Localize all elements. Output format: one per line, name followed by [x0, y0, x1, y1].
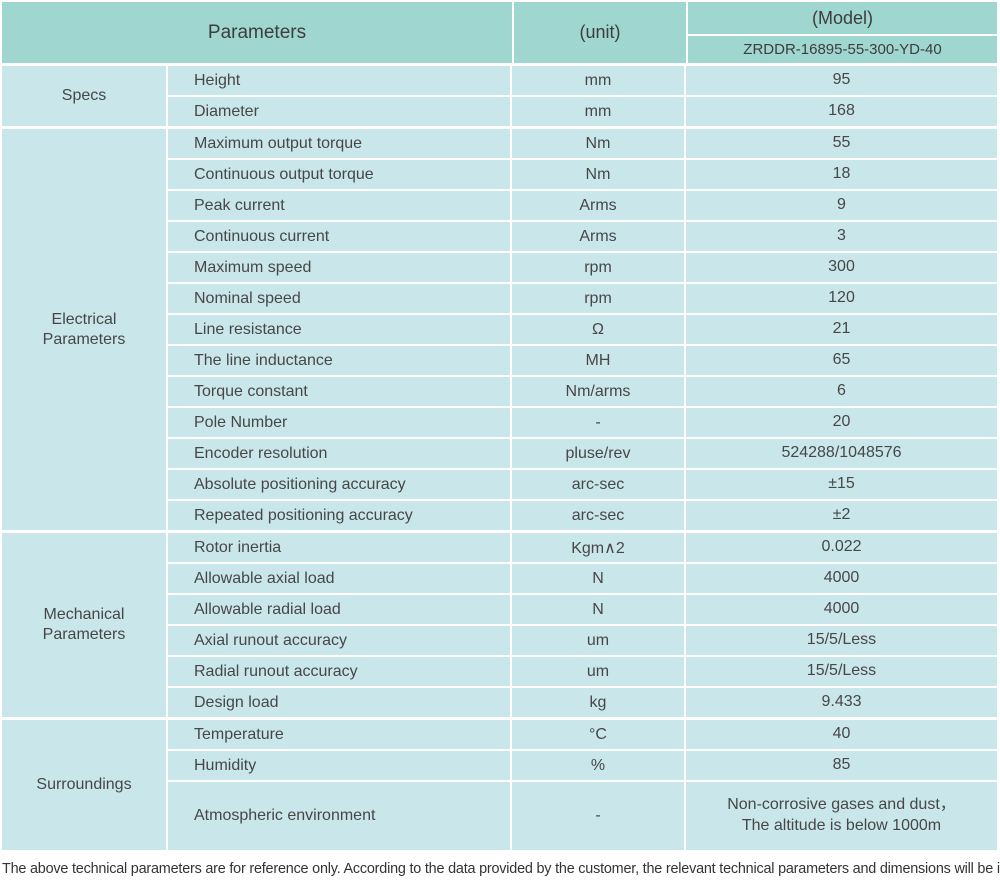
unit-cell: um [512, 626, 684, 655]
unit-cell: arc-sec [512, 501, 684, 530]
param-cell: Humidity [168, 751, 510, 780]
param-cell: Maximum speed [168, 253, 510, 282]
unit-cell: N [512, 564, 684, 593]
unit-cell: Nm [512, 160, 684, 189]
unit-cell: % [512, 751, 684, 780]
value-cell: 18 [686, 160, 997, 189]
unit-cell: N [512, 595, 684, 624]
section-label: Mechanical Parameters [2, 533, 166, 717]
value-cell: 9 [686, 191, 997, 220]
unit-cell: Arms [512, 222, 684, 251]
value-cell: 0.022 [686, 533, 997, 562]
param-cell: Peak current [168, 191, 510, 220]
value-cell: Non-corrosive gases and dust， The altitu… [686, 782, 997, 850]
param-cell: Torque constant [168, 377, 510, 406]
value-cell: 65 [686, 346, 997, 375]
section-label: Electrical Parameters [2, 129, 166, 530]
value-cell: 6 [686, 377, 997, 406]
section-electrical: Electrical Parameters Maximum output torq… [2, 129, 997, 530]
param-cell: Absolute positioning accuracy [168, 470, 510, 499]
unit-cell: rpm [512, 253, 684, 282]
param-cell: Maximum output torque [168, 129, 510, 158]
param-cell: Design load [168, 688, 510, 717]
section-specs: Specs Height mm 95 Diameter mm 168 [2, 66, 997, 126]
param-cell: Repeated positioning accuracy [168, 501, 510, 530]
param-cell: Pole Number [168, 408, 510, 437]
unit-cell: rpm [512, 284, 684, 313]
unit-cell: mm [512, 66, 684, 95]
value-cell: 120 [686, 284, 997, 313]
value-cell: 55 [686, 129, 997, 158]
unit-cell: Ω [512, 315, 684, 344]
param-cell: Line resistance [168, 315, 510, 344]
value-cell: 300 [686, 253, 997, 282]
param-cell: Encoder resolution [168, 439, 510, 468]
value-cell: 9.433 [686, 688, 997, 717]
header-model-label: (Model) [688, 2, 997, 34]
table-body: Specs Height mm 95 Diameter mm 168 Electrical P… [2, 66, 997, 850]
value-cell: 524288/1048576 [686, 439, 997, 468]
footer-note: The above technical parameters are for r… [2, 861, 1000, 877]
unit-cell: - [512, 782, 684, 850]
unit-cell: mm [512, 97, 684, 126]
value-cell: 15/5/Less [686, 626, 997, 655]
param-cell: Height [168, 66, 510, 95]
unit-cell: Kgm∧2 [512, 533, 684, 562]
param-cell: Temperature [168, 720, 510, 749]
unit-cell: pluse/rev [512, 439, 684, 468]
param-cell: Continuous current [168, 222, 510, 251]
param-cell: Allowable axial load [168, 564, 510, 593]
unit-cell: um [512, 657, 684, 686]
param-cell: Nominal speed [168, 284, 510, 313]
unit-cell: kg [512, 688, 684, 717]
value-cell: 40 [686, 720, 997, 749]
param-cell: Axial runout accuracy [168, 626, 510, 655]
value-cell: ±2 [686, 501, 997, 530]
param-cell: Allowable radial load [168, 595, 510, 624]
value-cell: 168 [686, 97, 997, 126]
value-cell: 15/5/Less [686, 657, 997, 686]
table-header: Parameters (unit) (Model) ZRDDR-16895-55… [2, 2, 997, 63]
value-cell: 85 [686, 751, 997, 780]
value-cell: 4000 [686, 564, 997, 593]
param-cell: Atmospheric environment [168, 782, 510, 850]
section-mechanical: Mechanical Parameters Rotor inertia Kgm∧2 0… [2, 533, 997, 717]
section-surroundings: Surroundings Temperature °C 40 Humidity% 85 At… [2, 720, 997, 850]
unit-cell: arc-sec [512, 470, 684, 499]
value-cell: ±15 [686, 470, 997, 499]
param-cell: Rotor inertia [168, 533, 510, 562]
param-cell: Diameter [168, 97, 510, 126]
value-cell: 95 [686, 66, 997, 95]
unit-cell: - [512, 408, 684, 437]
unit-cell: Nm/arms [512, 377, 684, 406]
unit-cell: Arms [512, 191, 684, 220]
value-cell: 4000 [686, 595, 997, 624]
section-label: Specs [2, 66, 166, 126]
header-unit-label: (unit) [514, 2, 686, 63]
value-cell: 3 [686, 222, 997, 251]
section-label: Surroundings [2, 720, 166, 850]
unit-cell: °C [512, 720, 684, 749]
value-cell: 20 [686, 408, 997, 437]
param-cell: The line inductance [168, 346, 510, 375]
param-cell: Continuous output torque [168, 160, 510, 189]
header-parameters-label: Parameters [2, 2, 512, 63]
unit-cell: Nm [512, 129, 684, 158]
value-cell: 21 [686, 315, 997, 344]
header-model-value: ZRDDR-16895-55-300-YD-40 [688, 36, 997, 63]
unit-cell: MH [512, 346, 684, 375]
param-cell: Radial runout accuracy [168, 657, 510, 686]
